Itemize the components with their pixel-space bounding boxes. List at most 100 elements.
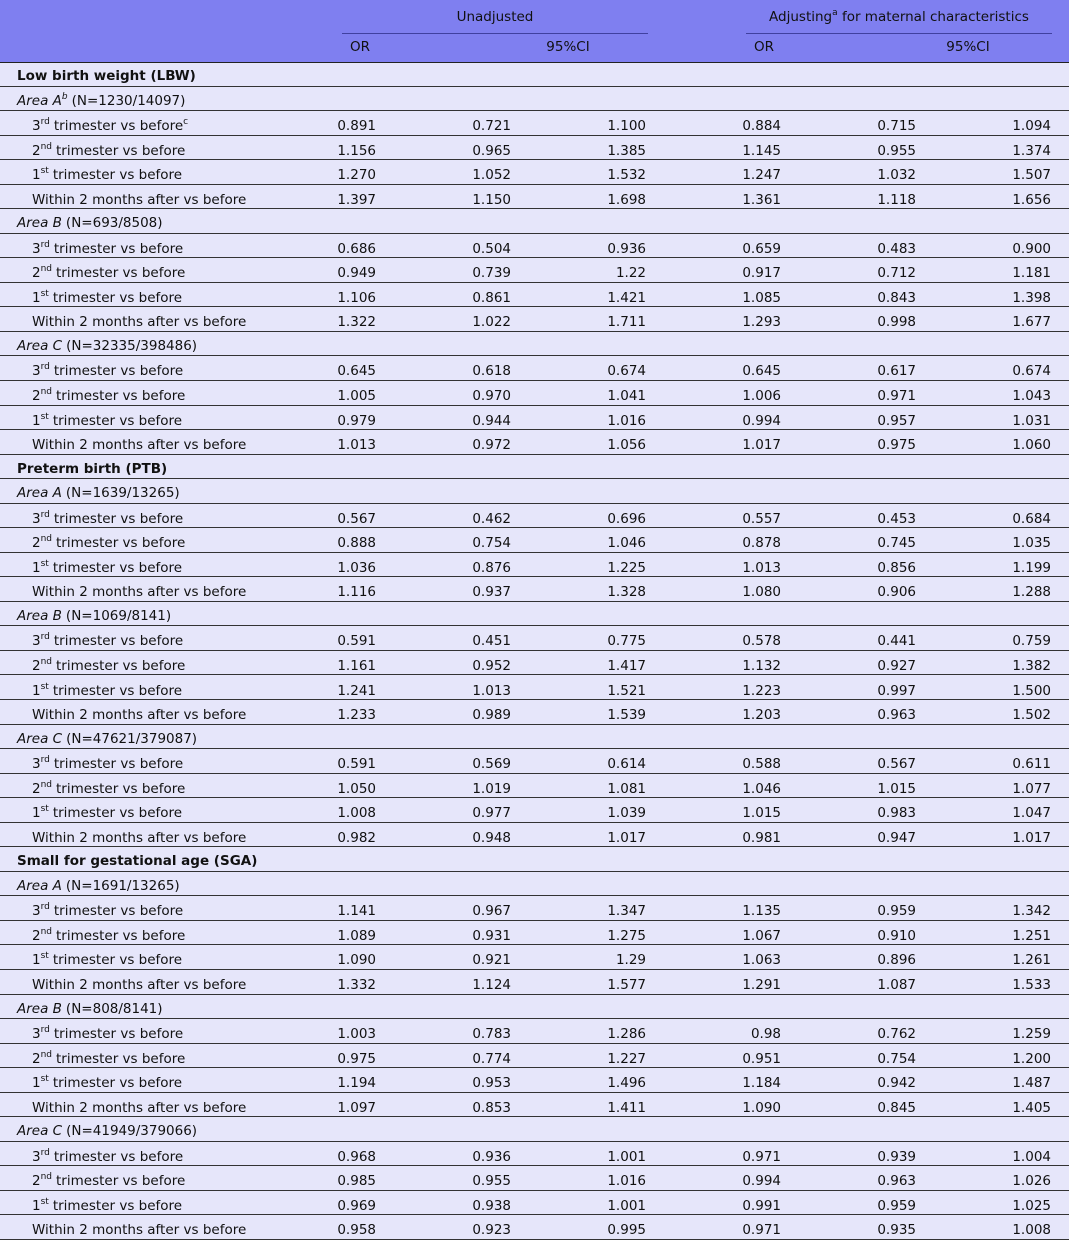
label-text: trimester vs before bbox=[53, 363, 184, 380]
cell-value: 0.884 bbox=[742, 118, 781, 135]
table-header: Unadjusted Adjustinga for maternal chara… bbox=[0, 0, 1069, 63]
cell-value: 1.056 bbox=[607, 437, 646, 454]
row-label: 2nd trimester vs before bbox=[32, 388, 186, 405]
data-row: 1st trimester vs before 1.194 0.953 1.496 1.1… bbox=[0, 1068, 1069, 1093]
label-text: trimester vs before bbox=[53, 1026, 184, 1043]
cell-value: 1.046 bbox=[607, 535, 646, 552]
row-label: Within 2 months after vs before bbox=[32, 437, 246, 453]
section-row: Preterm birth (PTB) bbox=[0, 455, 1069, 480]
cell-value: 0.659 bbox=[742, 240, 781, 257]
row-label: Within 2 months after vs before bbox=[32, 584, 246, 600]
area-label: Area A (N=1691/13265) bbox=[17, 878, 180, 894]
row-label: 2nd trimester vs before bbox=[32, 780, 186, 797]
cell-value: 0.975 bbox=[337, 1050, 376, 1067]
ordinal-suffix: rd bbox=[40, 755, 50, 766]
area-count: (N=47621/379087) bbox=[66, 730, 198, 747]
cell-value: 0.674 bbox=[607, 363, 646, 380]
cell-value: 0.745 bbox=[877, 535, 916, 552]
cell-value: 0.997 bbox=[877, 682, 916, 699]
row-label: 3rd trimester vs before bbox=[32, 240, 183, 257]
data-row: Within 2 months after vs before 1.233 0.98… bbox=[0, 700, 1069, 725]
data-row: 3rd trimester vs before 0.968 0.936 1.001 0.9… bbox=[0, 1142, 1069, 1167]
cell-value: 0.567 bbox=[877, 756, 916, 773]
cell-value: 1.677 bbox=[1012, 314, 1051, 331]
cell-value: 0.845 bbox=[877, 1099, 916, 1116]
cell-value: 1.29 bbox=[615, 952, 646, 969]
cell-value: 0.952 bbox=[472, 657, 511, 674]
label-text: trimester vs before bbox=[53, 633, 184, 650]
cell-value: 1.194 bbox=[337, 1075, 376, 1092]
area-name: Area A bbox=[17, 485, 62, 502]
cell-value: 1.328 bbox=[607, 584, 646, 601]
cell-value: 0.923 bbox=[472, 1222, 511, 1239]
label-text: trimester vs before bbox=[52, 412, 183, 429]
cell-value: 1.161 bbox=[337, 657, 376, 674]
data-row: Within 2 months after vs before 1.332 1.12… bbox=[0, 970, 1069, 995]
cell-value: 1.016 bbox=[607, 1173, 646, 1190]
cell-value: 0.98 bbox=[750, 1026, 781, 1043]
cell-value: 0.783 bbox=[472, 1026, 511, 1043]
cell-value: 1.013 bbox=[337, 437, 376, 454]
cell-value: 0.759 bbox=[1012, 633, 1051, 650]
cell-value: 1.398 bbox=[1012, 289, 1051, 306]
footnote-mark: b bbox=[61, 91, 68, 102]
cell-value: 0.971 bbox=[742, 1148, 781, 1165]
cell-value: 0.955 bbox=[472, 1173, 511, 1190]
label-text: trimester vs before bbox=[56, 780, 186, 797]
row-label: 2nd trimester vs before bbox=[32, 1173, 185, 1190]
ordinal-suffix: rd bbox=[40, 1025, 50, 1036]
row-label: 1st trimester vs before bbox=[32, 805, 182, 822]
data-row: 2nd trimester vs before 0.985 0.955 1.016 0.9… bbox=[0, 1166, 1069, 1191]
cell-value: 1.150 bbox=[472, 191, 511, 208]
label-text: trimester vs before bbox=[53, 756, 184, 773]
column-heading: OR bbox=[350, 39, 371, 55]
label-text: trimester vs before bbox=[53, 903, 184, 920]
cell-value: 0.949 bbox=[337, 265, 376, 282]
label-text: trimester vs before bbox=[56, 388, 186, 405]
group-heading: Unadjusted bbox=[342, 9, 648, 25]
label-text: Within 2 months after vs before bbox=[32, 707, 247, 724]
data-row: Within 2 months after vs before 1.097 0.85… bbox=[0, 1093, 1069, 1118]
cell-value: 0.567 bbox=[337, 510, 376, 527]
label-text: trimester vs before bbox=[52, 952, 183, 969]
cell-value: 0.591 bbox=[337, 633, 376, 650]
cell-value: 0.977 bbox=[472, 805, 511, 822]
data-row: 3rd trimester vs before 0.686 0.504 0.936 0.6… bbox=[0, 234, 1069, 259]
data-row: 3rd trimester vs before 0.591 0.569 0.614 0.5… bbox=[0, 749, 1069, 774]
area-name: Area A bbox=[17, 877, 62, 894]
data-row: 2nd trimester vs before 1.050 1.019 1.081 1.0… bbox=[0, 774, 1069, 799]
cell-value: 1.225 bbox=[607, 559, 646, 576]
cell-value: 0.611 bbox=[1012, 756, 1051, 773]
area-name: Area B bbox=[17, 1000, 62, 1017]
data-row: 2nd trimester vs before 1.089 0.931 1.275 1.0… bbox=[0, 921, 1069, 946]
cell-value: 0.588 bbox=[742, 756, 781, 773]
area-label: Area C (N=47621/379087) bbox=[17, 731, 197, 747]
label-text: Within 2 months after vs before bbox=[32, 1099, 247, 1116]
cell-value: 1.145 bbox=[742, 142, 781, 159]
cell-value: 0.441 bbox=[877, 633, 916, 650]
cell-value: 1.017 bbox=[1012, 829, 1051, 846]
row-label: Within 2 months after vs before bbox=[32, 1100, 246, 1116]
area-count: (N=41949/379066) bbox=[66, 1123, 198, 1140]
label-text: Within 2 months after vs before bbox=[32, 437, 247, 454]
ordinal-suffix: st bbox=[40, 166, 49, 177]
area-label: Area B (N=808/8141) bbox=[17, 1001, 163, 1017]
cell-value: 1.035 bbox=[1012, 535, 1051, 552]
cell-value: 0.963 bbox=[877, 1173, 916, 1190]
area-label: Area C (N=32335/398486) bbox=[17, 338, 197, 354]
cell-value: 1.286 bbox=[607, 1026, 646, 1043]
cell-value: 0.936 bbox=[607, 240, 646, 257]
cell-value: 0.972 bbox=[472, 437, 511, 454]
cell-value: 1.005 bbox=[337, 388, 376, 405]
cell-value: 0.955 bbox=[877, 142, 916, 159]
row-label: 3rd trimester vs before bbox=[32, 1025, 184, 1043]
area-count: (N=1230/14097) bbox=[71, 92, 186, 109]
data-row: Within 2 months after vs before 0.982 0.94… bbox=[0, 823, 1069, 848]
area-label: Area Ab (N=1230/14097) bbox=[17, 91, 186, 109]
column-heading: 95%CI bbox=[946, 39, 990, 55]
cell-value: 1.003 bbox=[337, 1026, 376, 1043]
ordinal-suffix: st bbox=[40, 558, 49, 569]
cell-value: 0.953 bbox=[472, 1075, 511, 1092]
cell-value: 1.090 bbox=[337, 952, 376, 969]
row-label: 3rd trimester vs before bbox=[32, 363, 184, 380]
